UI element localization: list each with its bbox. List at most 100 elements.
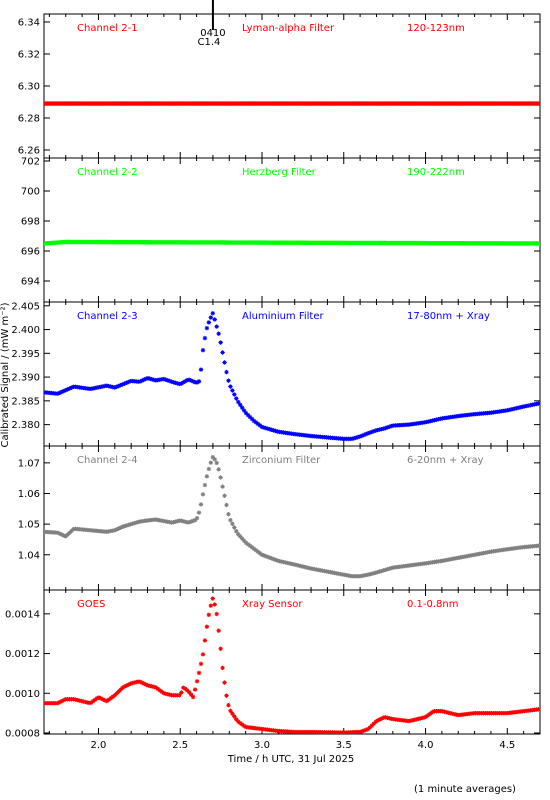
- data-point: [161, 690, 166, 696]
- y-axis-title: Calibrated Signal / (mW m⁻²): [0, 302, 11, 447]
- data-point: [267, 427, 272, 432]
- data-point: [361, 432, 367, 438]
- data-point: [238, 720, 243, 726]
- data-point: [271, 428, 276, 433]
- data-point: [204, 325, 210, 331]
- data-point: [192, 517, 198, 523]
- data-point: [349, 436, 355, 442]
- data-point: [422, 715, 427, 720]
- data-point: [230, 711, 235, 716]
- data-point: [373, 719, 378, 725]
- data-point: [128, 681, 133, 686]
- data-point: [187, 520, 192, 525]
- data-point: [188, 519, 194, 524]
- data-point: [236, 399, 241, 405]
- data-point: [218, 646, 223, 651]
- data-point: [385, 567, 390, 572]
- data-point: [134, 520, 139, 525]
- data-point: [247, 543, 253, 549]
- data-point: [536, 401, 540, 406]
- data-point: [212, 457, 217, 462]
- data-point: [430, 709, 435, 715]
- data-point: [163, 377, 168, 382]
- data-point: [102, 698, 108, 703]
- data-point: [536, 707, 540, 712]
- data-point: [214, 460, 219, 466]
- data-point: [190, 518, 196, 524]
- data-point: [183, 686, 188, 691]
- data-point: [232, 392, 237, 397]
- data-point: [59, 532, 64, 537]
- data-point: [169, 379, 174, 384]
- data-point: [198, 661, 204, 667]
- data-point: [206, 466, 212, 472]
- data-point: [353, 435, 359, 440]
- data-point: [251, 546, 257, 551]
- data-point: [188, 378, 194, 383]
- panel-filter-label: Xray Sensor: [242, 599, 303, 610]
- data-point: [216, 628, 221, 633]
- data-point: [157, 688, 162, 693]
- x-tick-label: 4.5: [499, 740, 515, 751]
- data-point: [126, 379, 131, 385]
- data-point: [200, 492, 206, 497]
- data-point: [220, 484, 225, 489]
- data-point: [112, 693, 117, 698]
- data-point: [222, 680, 227, 685]
- data-point: [194, 515, 200, 521]
- data-point: [179, 690, 184, 695]
- data-point: [112, 385, 117, 390]
- y-tick-label: 2.390: [11, 373, 40, 384]
- data-point: [190, 379, 196, 384]
- data-point: [204, 624, 210, 629]
- data-point: [57, 390, 62, 395]
- event-time-label: 0410: [200, 28, 225, 39]
- data-point: [261, 553, 266, 558]
- data-point: [171, 380, 176, 385]
- data-point: [387, 566, 392, 571]
- panel-band-label: 6-20nm + Xray: [407, 455, 484, 466]
- data-point: [228, 384, 233, 389]
- panel-panel-label: Channel 2-3: [77, 311, 138, 322]
- y-tick-label: 6.28: [18, 114, 40, 125]
- data-point: [232, 525, 237, 530]
- data-point: [181, 380, 186, 385]
- data-point: [202, 638, 208, 643]
- data-point: [126, 682, 131, 687]
- panel-panel-label: GOES: [77, 599, 105, 610]
- data-point: [122, 684, 127, 689]
- data-point: [124, 523, 129, 528]
- data-point: [65, 532, 70, 537]
- data-point: [379, 716, 384, 721]
- data-point: [234, 528, 239, 534]
- data-point: [367, 572, 372, 577]
- data-point: [222, 360, 227, 365]
- data-point: [373, 570, 378, 575]
- data-point: [389, 565, 394, 571]
- data-point: [216, 467, 221, 472]
- data-point: [63, 388, 68, 393]
- data-point: [357, 729, 363, 734]
- data-point: [88, 700, 94, 705]
- data-point: [159, 689, 164, 694]
- data-point: [57, 531, 62, 536]
- data-point: [139, 378, 145, 383]
- y-tick-label: 698: [21, 217, 40, 228]
- data-point: [67, 530, 72, 536]
- data-point: [255, 549, 261, 554]
- data-point: [202, 482, 208, 488]
- data-point: [196, 510, 202, 515]
- data-point: [118, 687, 123, 692]
- data-point: [232, 714, 237, 719]
- data-point: [265, 554, 270, 560]
- data-point: [371, 429, 376, 434]
- panel-panel-label: Channel 2-1: [77, 23, 138, 34]
- data-point: [359, 729, 365, 734]
- data-point: [132, 520, 137, 526]
- data-point: [185, 688, 190, 693]
- data-point: [365, 727, 370, 732]
- data-point: [226, 511, 231, 517]
- data-point: [241, 723, 247, 729]
- data-point: [65, 387, 70, 392]
